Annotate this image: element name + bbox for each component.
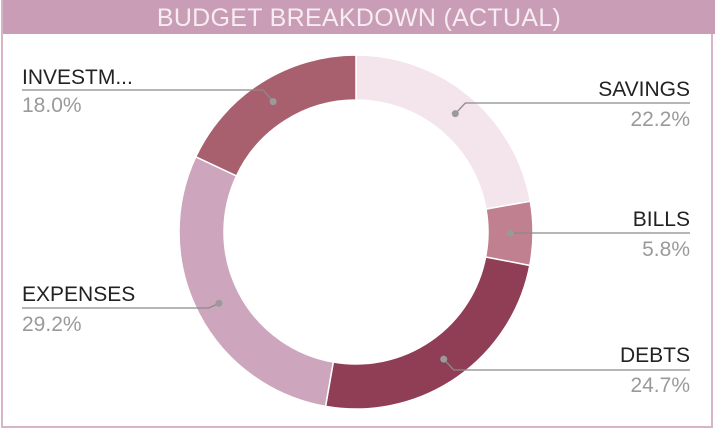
leader-line xyxy=(443,358,690,371)
donut-slice-debts xyxy=(324,256,531,410)
slice-value-label: 18.0% xyxy=(22,94,82,117)
leader-lines xyxy=(22,89,690,371)
leader-dot xyxy=(269,98,277,106)
donut-slice-expenses xyxy=(178,155,335,408)
leader-dot xyxy=(215,299,223,307)
slice-label: BILLS xyxy=(633,208,690,231)
donut-slice-savings xyxy=(355,54,532,210)
slice-value-label: 5.8% xyxy=(642,238,690,261)
slice-label: INVESTM... xyxy=(22,66,133,89)
slice-labels: SAVINGS 22.2% BILLS 5.8% DEBTS 24.7% EXPENSES 2… xyxy=(22,66,690,397)
leader-line xyxy=(22,302,220,309)
leader-line xyxy=(22,89,274,103)
title-bar: BUDGET BREAKDOWN (ACTUAL) xyxy=(3,0,715,34)
donut-slice-investm xyxy=(194,54,357,177)
slice-label: SAVINGS xyxy=(598,78,690,101)
leader-dot xyxy=(440,355,448,363)
leader-dot xyxy=(506,229,514,237)
donut-slices xyxy=(178,54,534,410)
slice-label: DEBTS xyxy=(620,344,690,367)
leader-line xyxy=(454,102,690,115)
slice-label: EXPENSES xyxy=(22,283,135,306)
slice-value-label: 22.2% xyxy=(630,108,690,131)
chart-title: BUDGET BREAKDOWN (ACTUAL) xyxy=(156,4,562,32)
slice-value-label: 24.7% xyxy=(630,374,690,397)
leader-dot xyxy=(451,110,459,118)
slice-value-label: 29.2% xyxy=(22,313,82,336)
